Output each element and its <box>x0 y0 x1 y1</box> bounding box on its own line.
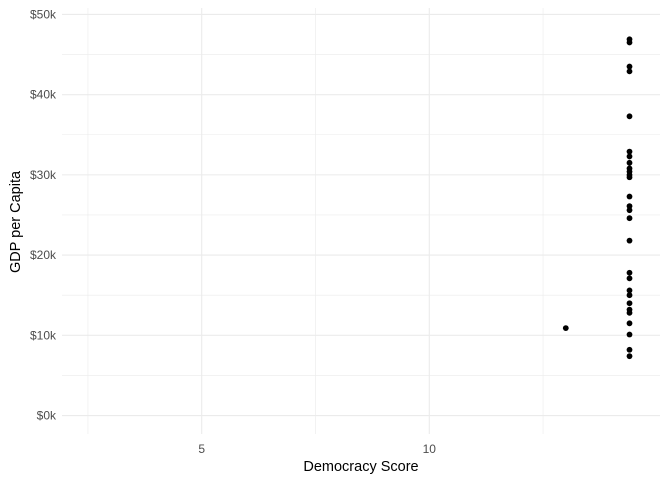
x-tick-label: 5 <box>198 442 205 456</box>
x-axis-title: Democracy Score <box>303 459 418 475</box>
y-tick-label: $0k <box>37 409 57 423</box>
data-point <box>626 292 633 299</box>
data-point <box>626 353 633 360</box>
data-point <box>562 325 569 332</box>
data-point <box>626 113 633 120</box>
data-point <box>626 309 633 316</box>
data-point <box>626 300 633 307</box>
data-point <box>626 148 633 155</box>
data-point <box>626 215 633 222</box>
data-point <box>626 287 633 294</box>
data-point <box>626 68 633 75</box>
y-tick-label: $50k <box>30 7 57 21</box>
x-axis-ticks: 5 10 <box>198 442 436 456</box>
data-point <box>626 269 633 276</box>
data-point <box>626 153 633 160</box>
y-tick-label: $10k <box>30 328 57 342</box>
y-tick-label: $30k <box>30 168 57 182</box>
data-point <box>626 174 633 181</box>
data-points <box>562 36 633 360</box>
data-point <box>626 320 633 327</box>
data-point <box>626 331 633 338</box>
data-point <box>626 63 633 70</box>
data-point <box>626 237 633 244</box>
data-point <box>626 275 633 282</box>
x-tick-label: 10 <box>423 442 437 456</box>
data-point <box>626 203 633 210</box>
data-point <box>626 193 633 200</box>
y-tick-label: $40k <box>30 88 57 102</box>
data-point <box>626 159 633 166</box>
grid <box>62 8 660 434</box>
y-axis-title: GDP per Capita <box>8 170 24 273</box>
data-point <box>626 207 633 214</box>
y-axis-ticks: $0k $10k $20k $30k $40k $50k <box>30 7 57 422</box>
data-point <box>626 346 633 353</box>
data-point <box>626 39 633 46</box>
y-tick-label: $20k <box>30 248 57 262</box>
